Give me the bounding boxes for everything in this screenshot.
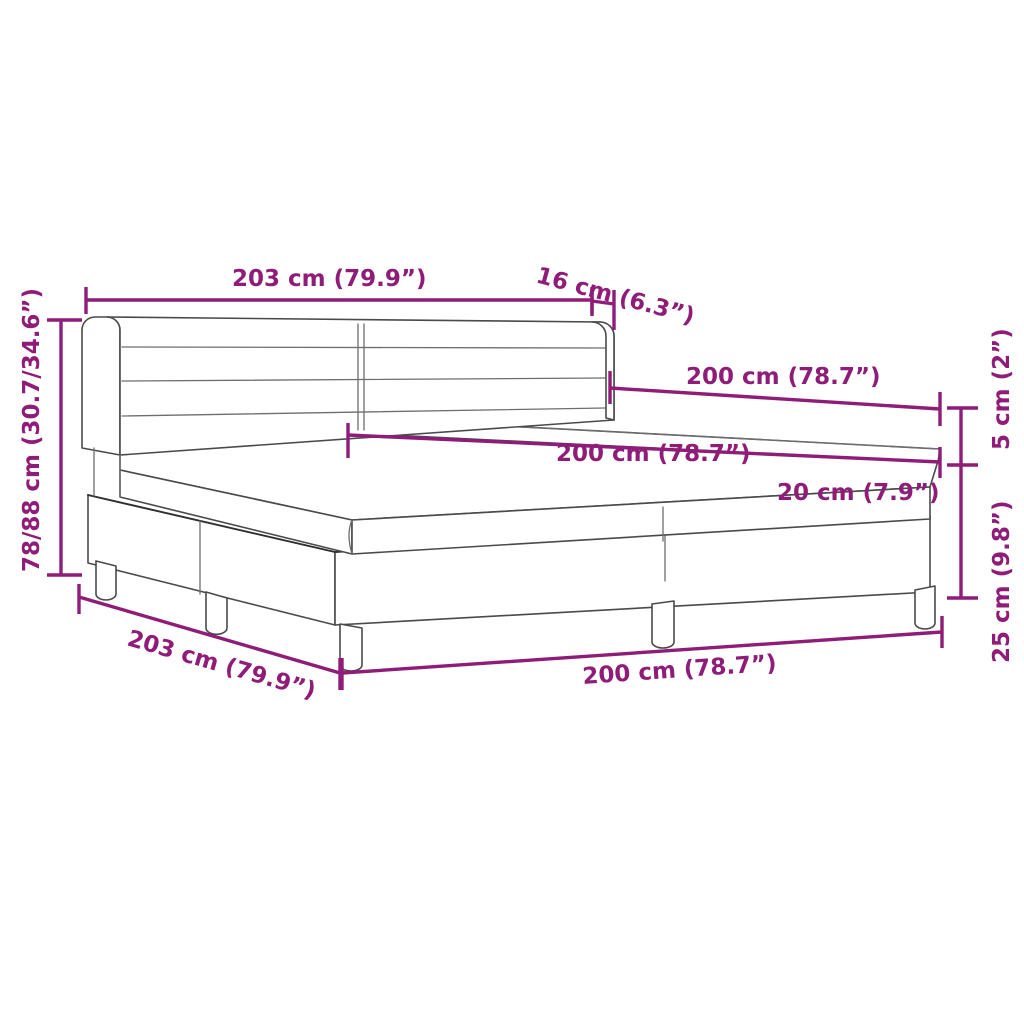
dim-label-mattress-thickness: 20 cm (7.9”) [777, 480, 940, 506]
dim-total-height: 78/88 cm (30.7/34.6”) [19, 288, 82, 577]
leg-front-mid [651, 600, 675, 649]
dim-label-mattress-width: 200 cm (78.7”) [556, 441, 751, 467]
dim-label-topper-thickness: 5 cm (2”) [989, 328, 1015, 450]
dim-label-base-width: 200 cm (78.7”) [582, 650, 778, 690]
dim-headboard-thickness: 16 cm (6.3”) [533, 263, 697, 330]
leg-rear-left [95, 560, 117, 601]
leg-front-right [914, 585, 936, 630]
dim-mattress-thickness: 20 cm (7.9”) [777, 480, 940, 506]
dim-headboard-width: 203 cm (79.9”) [84, 266, 594, 314]
dim-label-headboard-width: 203 cm (79.9”) [232, 266, 427, 292]
dim-base-width: 200 cm (78.7”) [340, 616, 944, 690]
dim-mattress-width: 200 cm (78.7”) [346, 423, 942, 478]
dim-label-total-height: 78/88 cm (30.7/34.6”) [19, 288, 45, 572]
bed-legs [95, 560, 936, 672]
headboard [81, 316, 615, 498]
dim-base-height: 25 cm (9.8”) [947, 465, 1015, 663]
dim-label-bed-depth-upper: 200 cm (78.7”) [686, 364, 881, 390]
dim-topper-thickness: 5 cm (2”) [947, 328, 1015, 467]
dim-label-base-height: 25 cm (9.8”) [989, 500, 1015, 663]
dim-bed-depth-upper: 200 cm (78.7”) [608, 364, 942, 426]
leg-mid-left [205, 591, 228, 636]
